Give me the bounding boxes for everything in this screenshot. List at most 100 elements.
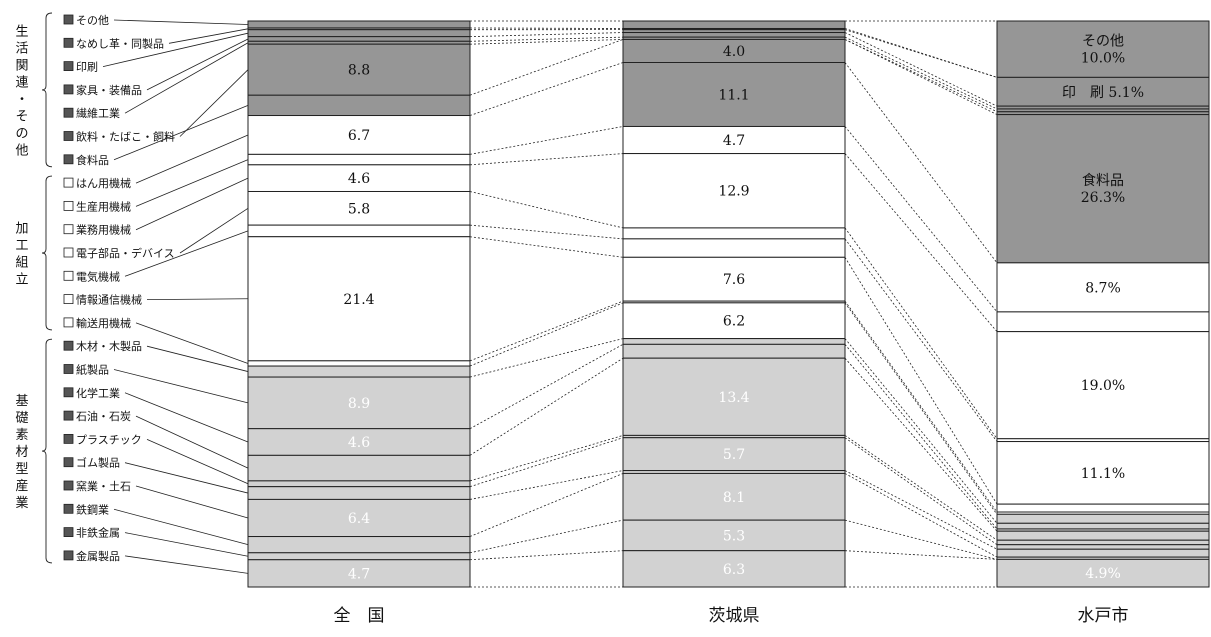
- legend-label: 非鉄金属: [76, 526, 120, 540]
- bar-segment: [996, 530, 1210, 541]
- group-label-char: 関: [15, 58, 28, 73]
- group-label-char: 生: [15, 24, 28, 39]
- bar-segment: [996, 331, 1210, 440]
- data-label: 6.4: [348, 511, 370, 527]
- bar-segment: [247, 115, 471, 155]
- connector-line: [469, 153, 624, 166]
- bar-segment: [622, 437, 846, 472]
- legend-label: 印刷: [76, 61, 98, 74]
- legend-label: 飲料・たばこ・飼料: [76, 130, 175, 144]
- legend-leader: [124, 532, 249, 557]
- connector-line: [469, 191, 624, 229]
- data-label: 6.3: [723, 562, 745, 578]
- legend-leader: [179, 69, 249, 137]
- connector-line: [469, 224, 624, 240]
- data-label: 8.7%: [1085, 280, 1121, 296]
- connector-line: [844, 437, 998, 546]
- legend-swatch: [63, 61, 74, 71]
- legend-swatch: [63, 317, 74, 328]
- group-label-char: 工: [15, 239, 28, 254]
- bar-segment: [247, 360, 471, 367]
- bar-segment: [247, 552, 471, 561]
- group-brace: [41, 12, 53, 168]
- legend-label: プラスチック: [76, 433, 142, 446]
- legend-label: 電子部品・デバイス: [76, 246, 175, 260]
- legend-swatch: [63, 154, 74, 165]
- bar-segment: [622, 32, 846, 38]
- bar-segment: [622, 302, 846, 340]
- data-label: 19.0%: [1081, 378, 1125, 394]
- legend-swatch: [63, 177, 74, 188]
- bar-segment: [996, 441, 1210, 505]
- group-label-char: 活: [15, 41, 28, 56]
- legend-leader: [146, 38, 249, 91]
- legend-swatch: [63, 224, 74, 235]
- bar-segment: [996, 114, 1210, 264]
- connector-line: [469, 32, 624, 38]
- bar-segment: [622, 153, 846, 229]
- legend-swatch: [63, 84, 74, 95]
- connector-line: [469, 343, 624, 430]
- group-label-char: の: [15, 126, 28, 141]
- legend-label: 電気機械: [76, 269, 120, 283]
- legend-swatch: [63, 364, 74, 374]
- legend-leader: [124, 555, 249, 574]
- connector-line: [469, 435, 624, 482]
- group-label-char: ・: [15, 92, 28, 107]
- legend: その他なめし革・同製品印刷家具・装備品繊維工業飲料・たばこ・飼料食料品はん用機械…: [63, 14, 249, 574]
- bar-segment: [622, 227, 846, 240]
- bar-segment: [247, 20, 471, 29]
- data-label: 5.7: [723, 447, 745, 463]
- bar-segment: [622, 20, 846, 29]
- connector-line: [844, 238, 998, 442]
- data-label: 印 刷 5.1%: [1062, 85, 1144, 101]
- bar-segment: [622, 550, 846, 588]
- bar-name-label: 全 国: [334, 606, 385, 626]
- bar-segment: [247, 486, 471, 500]
- connector-line: [844, 470, 998, 550]
- bar-segment: [247, 36, 471, 42]
- legend-leader: [135, 177, 249, 231]
- connector-line: [469, 39, 624, 96]
- legend-leader: [179, 207, 249, 254]
- bar-segment: [996, 539, 1210, 546]
- legend-label: 業務用機械: [76, 223, 131, 237]
- connector-line: [844, 300, 998, 513]
- data-label: 7.6: [723, 272, 745, 288]
- stacked-bars: 8.8 6.7 4.6 5.8 21.4 8.9 4.6 6.4 4.7 4.0 11.1 4.7 12…: [247, 20, 1210, 588]
- bar-segment: [622, 125, 846, 155]
- bar-segment: [247, 94, 471, 117]
- bar-segment: [996, 522, 1210, 530]
- legend-leader: [124, 42, 249, 114]
- bar-segment: [622, 472, 846, 521]
- bar-segment: [996, 76, 1210, 107]
- legend-swatch: [63, 503, 74, 514]
- data-label: 26.3%: [1081, 190, 1125, 206]
- bar-segment: [996, 558, 1210, 588]
- legend-swatch: [63, 131, 74, 141]
- data-label: 8.1: [723, 490, 745, 506]
- group-brace: [41, 175, 53, 331]
- bar-segment: [247, 480, 471, 488]
- legend-leader: [102, 32, 249, 67]
- group-brace: [41, 338, 53, 564]
- group-label-char: 業: [15, 495, 28, 511]
- data-label: 4.7: [348, 566, 370, 582]
- bar-segment: [247, 164, 471, 192]
- data-label: その他: [1082, 34, 1124, 50]
- group-label-char: 礎: [15, 411, 28, 426]
- connector-line: [469, 519, 624, 554]
- legend-leader: [146, 345, 249, 372]
- legend-label: ゴム製品: [76, 456, 120, 470]
- legend-leader: [135, 485, 249, 519]
- group-label-char: 材: [15, 445, 28, 460]
- connector-line: [844, 519, 998, 560]
- legend-leader: [168, 28, 249, 44]
- data-label: 4.0: [723, 44, 745, 60]
- connector-line: [844, 126, 998, 313]
- data-label: 5.8: [348, 201, 370, 217]
- connector-line: [469, 236, 624, 258]
- data-label: 11.1: [718, 87, 749, 103]
- connector-line: [469, 473, 624, 537]
